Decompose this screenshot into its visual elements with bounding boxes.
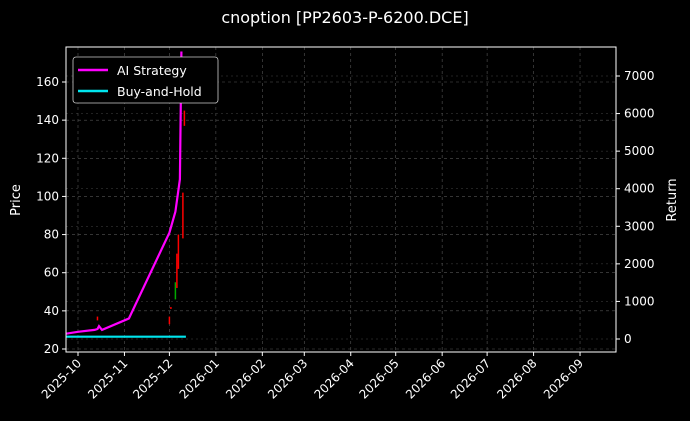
price-tick-label: 40 bbox=[44, 304, 59, 318]
date-tick-label: 2025-10 bbox=[39, 356, 84, 401]
series-line bbox=[66, 51, 183, 335]
date-axis: 2025-10 2025-11 2025-12 2026-01 2026-022026-… bbox=[39, 352, 586, 402]
price-tick-label: 60 bbox=[44, 266, 59, 280]
date-tick-label: 2025-11 bbox=[85, 356, 130, 401]
date-tick-label: 2026-07 bbox=[448, 356, 493, 401]
legend-label: Buy-and-Hold bbox=[117, 84, 202, 99]
candles bbox=[96, 110, 186, 325]
return-tick-label: 0 bbox=[624, 332, 632, 346]
price-axis: 20 40 60 80 100 120 140 160 bbox=[36, 75, 66, 356]
date-tick-label: 2026-04 bbox=[312, 356, 357, 401]
price-tick-label: 80 bbox=[44, 228, 59, 242]
price-tick-label: 160 bbox=[36, 75, 59, 89]
plot-frame bbox=[65, 46, 617, 353]
return-tick-label: 6000 bbox=[624, 107, 655, 121]
date-tick-label: 2025-12 bbox=[130, 356, 175, 401]
chart-title: cnoption [PP2603-P-6200.DCE] bbox=[221, 8, 469, 27]
date-tick-label: 2026-08 bbox=[494, 356, 539, 401]
return-tick-label: 5000 bbox=[624, 144, 655, 158]
series-lines bbox=[66, 51, 186, 338]
date-tick-label: 2026-05 bbox=[356, 356, 401, 401]
date-tick-label: 2026-09 bbox=[541, 356, 586, 401]
return-tick-label: 4000 bbox=[624, 182, 655, 196]
legend: AI Strategy Buy-and-Hold bbox=[72, 56, 219, 104]
price-tick-label: 100 bbox=[36, 189, 59, 203]
date-tick-label: 2026-03 bbox=[265, 356, 310, 401]
return-axis-label: Return bbox=[665, 178, 680, 221]
date-tick-label: 2026-06 bbox=[403, 356, 448, 401]
date-tick-label: 2026-02 bbox=[223, 356, 268, 401]
return-tick-label: 3000 bbox=[624, 219, 655, 233]
return-tick-label: 1000 bbox=[624, 294, 655, 308]
return-axis: 0 1000 2000 3000 4000 5000 6000 7000 bbox=[616, 69, 655, 346]
return-tick-label: 7000 bbox=[624, 69, 655, 83]
date-tick-label: 2026-01 bbox=[177, 356, 222, 401]
price-axis-label: Price bbox=[9, 184, 24, 216]
return-tick-label: 2000 bbox=[624, 257, 655, 271]
price-tick-label: 120 bbox=[36, 151, 59, 165]
legend-label: AI Strategy bbox=[117, 63, 187, 78]
price-tick-label: 140 bbox=[36, 113, 59, 127]
price-tick-label: 20 bbox=[44, 342, 59, 356]
